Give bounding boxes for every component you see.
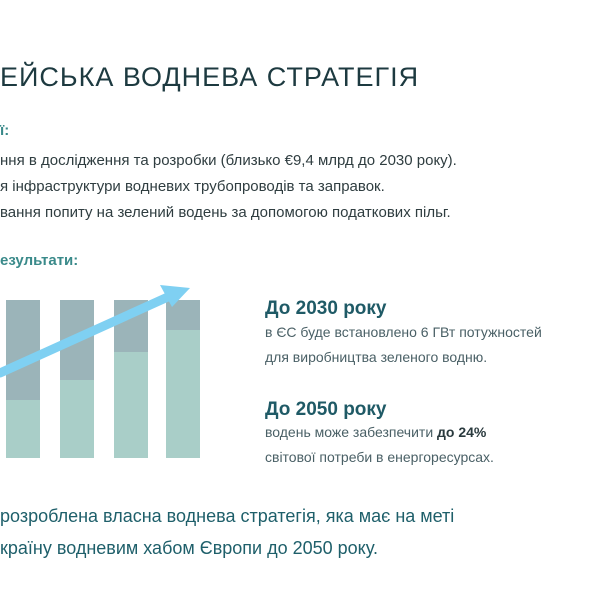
result-2050-title: До 2050 року xyxy=(265,399,387,420)
result-2030-title: До 2030 року xyxy=(265,298,387,319)
result-2050-line1-text: водень може забезпечити xyxy=(265,424,438,440)
bar-4 xyxy=(166,300,200,458)
measure-item: ння в дослідження та розробки (близько €… xyxy=(0,152,457,169)
results-label: езультати: xyxy=(0,252,79,269)
measure-item: вання попиту на зелений водень за допомо… xyxy=(0,204,451,221)
growth-chart-graphic xyxy=(0,285,200,458)
growth-arrow-icon xyxy=(0,285,190,378)
bar-2 xyxy=(60,300,94,458)
conclusion-line1: розроблена власна воднева стратегія, яка… xyxy=(0,506,455,526)
result-2030-text: в ЄС буде встановлено 6 ГВт потужностей … xyxy=(265,320,542,370)
result-2050-text: водень може забезпечити до 24% світової … xyxy=(265,420,494,470)
measures-label: ї: xyxy=(0,122,10,139)
result-2030-line2: для виробництва зеленого водню. xyxy=(265,349,488,365)
bar-1 xyxy=(6,300,40,458)
result-2050-highlight: до 24% xyxy=(437,424,487,440)
result-2050-line1: водень може забезпечити до 24% xyxy=(265,420,494,445)
page-title: ЕЙСЬКА ВОДНЕВА СТРАТЕГІЯ xyxy=(0,62,420,92)
result-2050-line2: світової потреби в енергоресурсах. xyxy=(265,449,494,465)
conclusion-line2: країну водневим хабом Європи до 2050 рок… xyxy=(0,538,378,558)
measures-list: ння в дослідження та розробки (близько €… xyxy=(0,148,457,226)
conclusion: розроблена власна воднева стратегія, яка… xyxy=(0,500,454,564)
result-2030-line1: в ЄС буде встановлено 6 ГВт потужностей xyxy=(265,324,542,340)
measure-item: я інфраструктури водневих трубопроводів … xyxy=(0,178,385,195)
